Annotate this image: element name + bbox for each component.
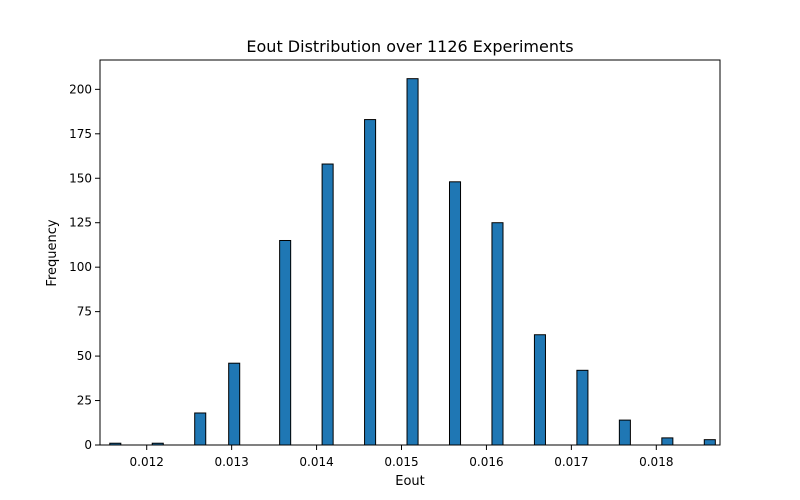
histogram-bar-9: [491, 222, 504, 446]
y-tick-label-4: 100: [69, 260, 92, 274]
x-tick-label-5: 0.017: [554, 455, 588, 469]
x-tick-label-6: 0.018: [639, 455, 673, 469]
y-tick-label-6: 150: [69, 171, 92, 185]
histogram-bar-8: [448, 181, 462, 446]
x-tick-label-3: 0.015: [384, 455, 418, 469]
x-tick-label-0: 0.012: [130, 455, 164, 469]
y-tick-label-8: 200: [69, 82, 92, 96]
x-tick-label-2: 0.014: [299, 455, 333, 469]
chart-title: Eout Distribution over 1126 Experiments: [246, 37, 573, 56]
histogram-bar-11: [576, 369, 589, 446]
y-tick-label-7: 175: [69, 127, 92, 141]
x-axis: 0.012 0.013 0.014 0.015 0.016 0.017 0.018: [130, 445, 673, 469]
histogram-bar-2: [194, 412, 207, 446]
y-tick-label-1: 25: [77, 394, 92, 408]
histogram-bar-7: [406, 78, 419, 446]
histogram-bar-6: [364, 119, 377, 446]
y-tick-label-3: 75: [77, 305, 92, 319]
y-axis-label: Frequency: [45, 219, 60, 286]
histogram-bar-14: [703, 439, 716, 446]
x-tick-label-4: 0.016: [469, 455, 503, 469]
histogram-bar-12: [618, 419, 631, 446]
y-axis: 0 25 50 75 100 125 150 175 200: [69, 82, 100, 452]
histogram-bar-4: [279, 239, 292, 446]
x-tick-label-1: 0.013: [214, 455, 248, 469]
histogram-bar-3: [228, 362, 241, 446]
bars-group: [109, 78, 716, 446]
y-tick-label-0: 0: [84, 438, 92, 452]
histogram-bar-5: [321, 163, 334, 446]
histogram-bar-10: [533, 334, 546, 446]
histogram-bar-13: [661, 437, 674, 446]
x-axis-label: Eout: [395, 474, 425, 489]
plot-frame: [99, 59, 721, 446]
y-tick-label-5: 125: [69, 216, 92, 230]
y-tick-label-2: 50: [77, 349, 92, 363]
